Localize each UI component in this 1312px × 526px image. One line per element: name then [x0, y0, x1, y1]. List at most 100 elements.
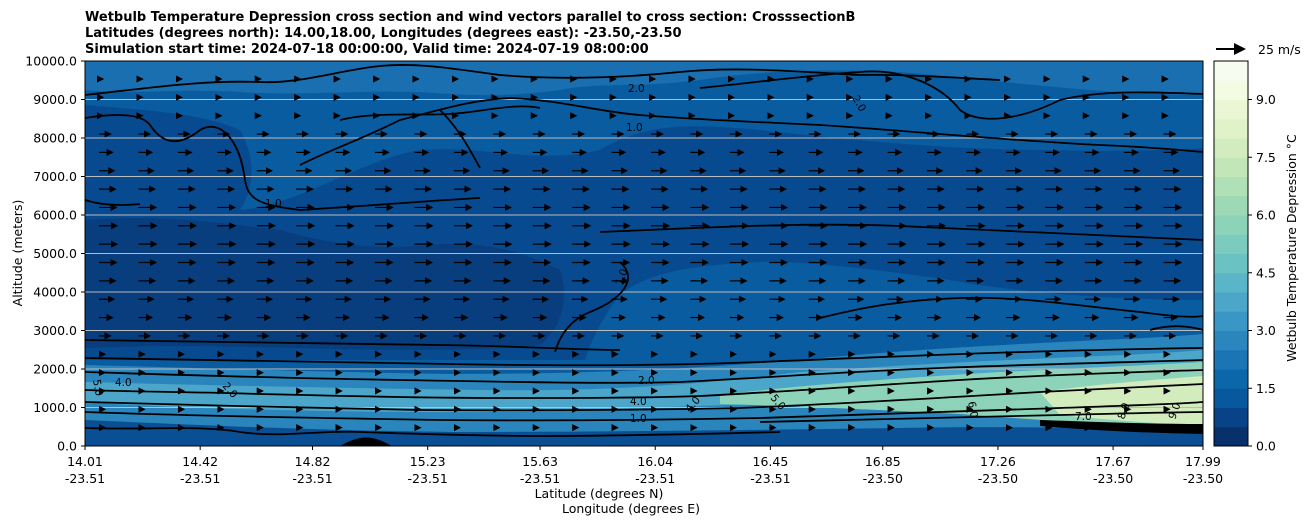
- colorbar-tick-label: 3.0: [1256, 323, 1276, 338]
- contour-label: 4.0: [115, 377, 132, 389]
- contour-label: 9.0: [1167, 401, 1184, 421]
- x-axis-label-2: Longitude (degrees E): [562, 501, 700, 516]
- colorbar-segment: [1214, 369, 1248, 389]
- x-tick-label-lat: 14.82: [295, 454, 331, 469]
- x-tick-label-lon: -23.50: [1093, 471, 1133, 486]
- x-tick-label-lat: 17.99: [1185, 454, 1221, 469]
- x-tick-label-lon: -23.50: [863, 471, 903, 486]
- colorbar-tick-label: 1.5: [1256, 381, 1276, 396]
- terrain-band: [1040, 420, 1203, 434]
- colorbar-segment: [1214, 388, 1248, 408]
- x-tick-label-lat: 14.01: [67, 454, 103, 469]
- contour-label: 1.0: [265, 198, 282, 210]
- y-tick-label: 3000.0: [33, 323, 77, 338]
- x-tick-label-lat: 16.85: [865, 454, 901, 469]
- contour-label: 6.0: [965, 400, 980, 419]
- contour-line: [85, 339, 621, 351]
- colorbar-segment: [1214, 311, 1248, 331]
- contour-label: 7.0: [1075, 411, 1092, 423]
- colorbar-segment: [1214, 61, 1248, 81]
- y-tick-label: 0.0: [57, 439, 77, 454]
- colorbar-segment: [1214, 215, 1248, 235]
- colorbar-segment: [1214, 195, 1248, 216]
- colorbar-tick-label: 0.0: [1256, 439, 1276, 454]
- colorbar-segment: [1214, 80, 1248, 100]
- colorbar-segment: [1214, 272, 1248, 293]
- y-tick-label: 5000.0: [33, 246, 77, 261]
- contour-line: [1149, 325, 1203, 331]
- contour-label: 2.0: [628, 83, 645, 95]
- terrain-blob: [340, 437, 392, 446]
- y-tick-label: 8000.0: [33, 131, 77, 146]
- contour-lines: [85, 64, 1203, 437]
- contour-label: 5.0: [90, 378, 105, 397]
- colorbar-segment: [1214, 118, 1248, 139]
- x-axis-ticks: 14.01 -23.51 14.42 -23.51 14.82 -23.51 15.23 -2…: [65, 446, 1223, 486]
- y-tick-label: 10000.0: [25, 54, 77, 69]
- x-tick-label-lon: -23.51: [750, 471, 790, 486]
- wind-vectors: [97, 75, 1183, 432]
- chart-title-line-1: Wetbulb Temperature Depression cross sec…: [85, 10, 855, 25]
- x-tick-label-lon: -23.50: [978, 471, 1018, 486]
- colorbar-tick-label: 7.5: [1256, 150, 1276, 165]
- y-axis-label: Altitude (meters): [10, 200, 25, 307]
- contour-line: [85, 383, 1203, 412]
- contour-line: [439, 109, 481, 169]
- quiver-key-label: 25 m/s: [1258, 42, 1301, 57]
- x-tick-label-lon: -23.51: [292, 471, 332, 486]
- contour-label: 8.0: [1116, 401, 1133, 421]
- x-tick-label-lon: -23.51: [180, 471, 220, 486]
- contour-line: [85, 359, 1203, 384]
- colorbar-segment: [1214, 253, 1248, 274]
- field-region-darkest: [85, 218, 564, 350]
- contour-label: 4.0: [630, 396, 647, 408]
- contour-line: [85, 347, 1203, 367]
- colorbar-segment: [1214, 330, 1248, 351]
- x-tick-label-lat: 15.23: [410, 454, 446, 469]
- contour-label: 1.0: [614, 267, 631, 287]
- colorbar-tick-label: 4.5: [1256, 265, 1276, 280]
- x-tick-label-lat: 17.26: [980, 454, 1016, 469]
- x-tick-label-lon: -23.51: [65, 471, 105, 486]
- y-tick-label: 1000.0: [33, 400, 77, 415]
- colorbar-segment: [1214, 407, 1248, 428]
- x-tick-label-lon: -23.51: [520, 471, 560, 486]
- plot-area: [85, 61, 1203, 446]
- y-tick-label: 6000.0: [33, 208, 77, 223]
- contour-line: [85, 369, 1203, 399]
- x-tick-label-lat: 15.63: [522, 454, 558, 469]
- contour-line: [299, 97, 1203, 166]
- contour-line: [85, 427, 781, 437]
- y-tick-label: 7000.0: [33, 169, 77, 184]
- colorbar-segment: [1214, 157, 1248, 177]
- contour-label: 1.0: [630, 413, 647, 425]
- contour-line: [85, 114, 481, 211]
- x-tick-label-lon: -23.50: [1183, 471, 1223, 486]
- colorbar-tick-label: 6.0: [1256, 208, 1276, 223]
- x-tick-label-lon: -23.51: [635, 471, 675, 486]
- colorbar-ticks: 0.0 1.5 3.0 4.5 6.0 7.5 9.0: [1248, 92, 1276, 454]
- x-axis-label: Latitude (degrees N): [535, 486, 664, 501]
- colorbar-label: Wetbulb Temperature Depression °C: [1284, 134, 1299, 362]
- colorbar-segment: [1214, 99, 1248, 120]
- contour-label: 2.0: [638, 375, 655, 387]
- colorbar-segment: [1214, 234, 1248, 254]
- contour-label: 1.0: [626, 122, 643, 134]
- chart-title-line-2: Latitudes (degrees north): 14.00,18.00, …: [85, 26, 682, 41]
- contour-line: [85, 401, 1203, 422]
- colorbar-segment: [1214, 292, 1248, 312]
- colorbar-frame: [1213, 60, 1249, 447]
- colorbar-segment: [1214, 426, 1248, 447]
- y-tick-label: 9000.0: [33, 92, 77, 107]
- x-tick-label-lat: 16.04: [637, 454, 673, 469]
- colorbar-segment: [1214, 176, 1248, 197]
- x-tick-label-lat: 16.45: [753, 454, 789, 469]
- colorbar: [1214, 61, 1248, 447]
- x-tick-label-lon: -23.51: [408, 471, 448, 486]
- contour-line: [819, 296, 1203, 319]
- colorbar-segment: [1214, 349, 1248, 370]
- y-axis-ticks: 0.0 1000.0 2000.0 3000.0 4000.0 5000.0 6000.0 7…: [25, 54, 85, 454]
- x-tick-label-lat: 14.42: [182, 454, 218, 469]
- y-tick-label: 2000.0: [33, 362, 77, 377]
